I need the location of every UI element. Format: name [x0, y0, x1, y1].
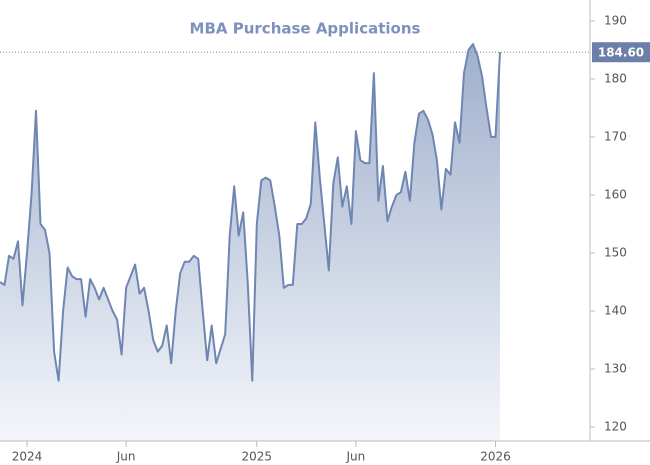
y-tick-label: 130: [604, 362, 627, 376]
last-value-label: 184.60: [598, 46, 644, 60]
y-tick-label: 190: [604, 13, 627, 27]
y-tick-label: 140: [604, 304, 627, 318]
area: [0, 44, 500, 441]
line: [0, 43, 501, 382]
last-value-box: [592, 42, 650, 63]
chart-title: MBA Purchase Applications: [190, 20, 421, 38]
x-tick-label: Jun: [116, 450, 136, 464]
y-tick-label: 150: [604, 245, 627, 259]
x-tick-label: 2026: [480, 450, 511, 464]
y-tick-label: 170: [604, 129, 627, 143]
x-tick-label: Jun: [345, 450, 365, 464]
y-tick-label: 180: [604, 71, 627, 85]
x-tick-label: 2024: [12, 450, 43, 464]
y-tick-label: 120: [604, 420, 627, 434]
y-tick-label: 160: [604, 187, 627, 201]
x-tick-label: 2025: [241, 450, 272, 464]
